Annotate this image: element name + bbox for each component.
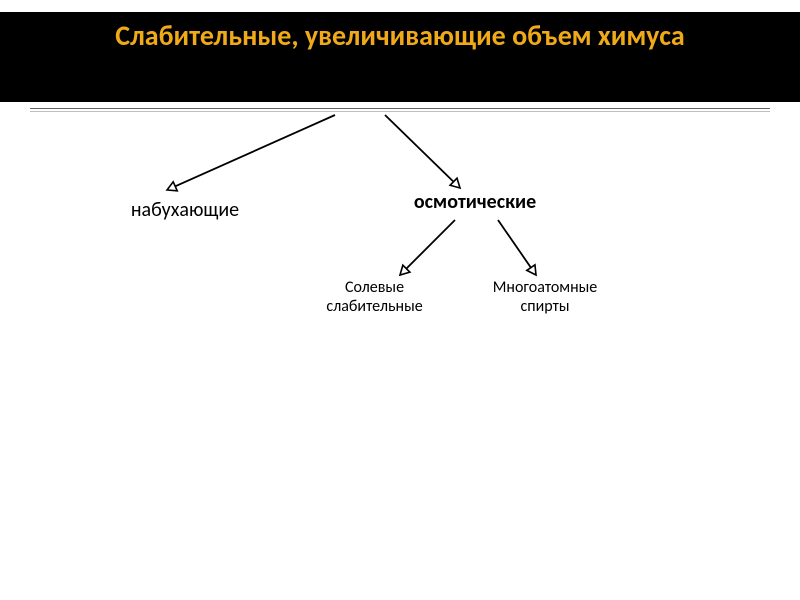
page-title: Слабительные, увеличивающие объем химуса xyxy=(30,20,770,52)
edge-line xyxy=(174,115,335,187)
edge-arrowhead xyxy=(450,178,460,188)
title-band: Слабительные, увеличивающие объем химуса xyxy=(0,12,800,102)
edge-arrowhead xyxy=(527,265,536,275)
divider-line-2 xyxy=(30,111,770,112)
edge-line xyxy=(406,220,455,269)
edge-line xyxy=(385,115,454,182)
edge-arrowhead xyxy=(167,182,177,191)
node-osmotic: осмотические xyxy=(370,190,580,214)
node-swelling: набухающие xyxy=(95,198,275,222)
edge-line xyxy=(498,220,531,268)
divider-line-1 xyxy=(30,108,770,109)
node-saline: Солевые слабительные xyxy=(297,278,452,316)
node-polyols: Многоатомные спирты xyxy=(465,278,625,316)
edge-arrowhead xyxy=(400,265,410,275)
